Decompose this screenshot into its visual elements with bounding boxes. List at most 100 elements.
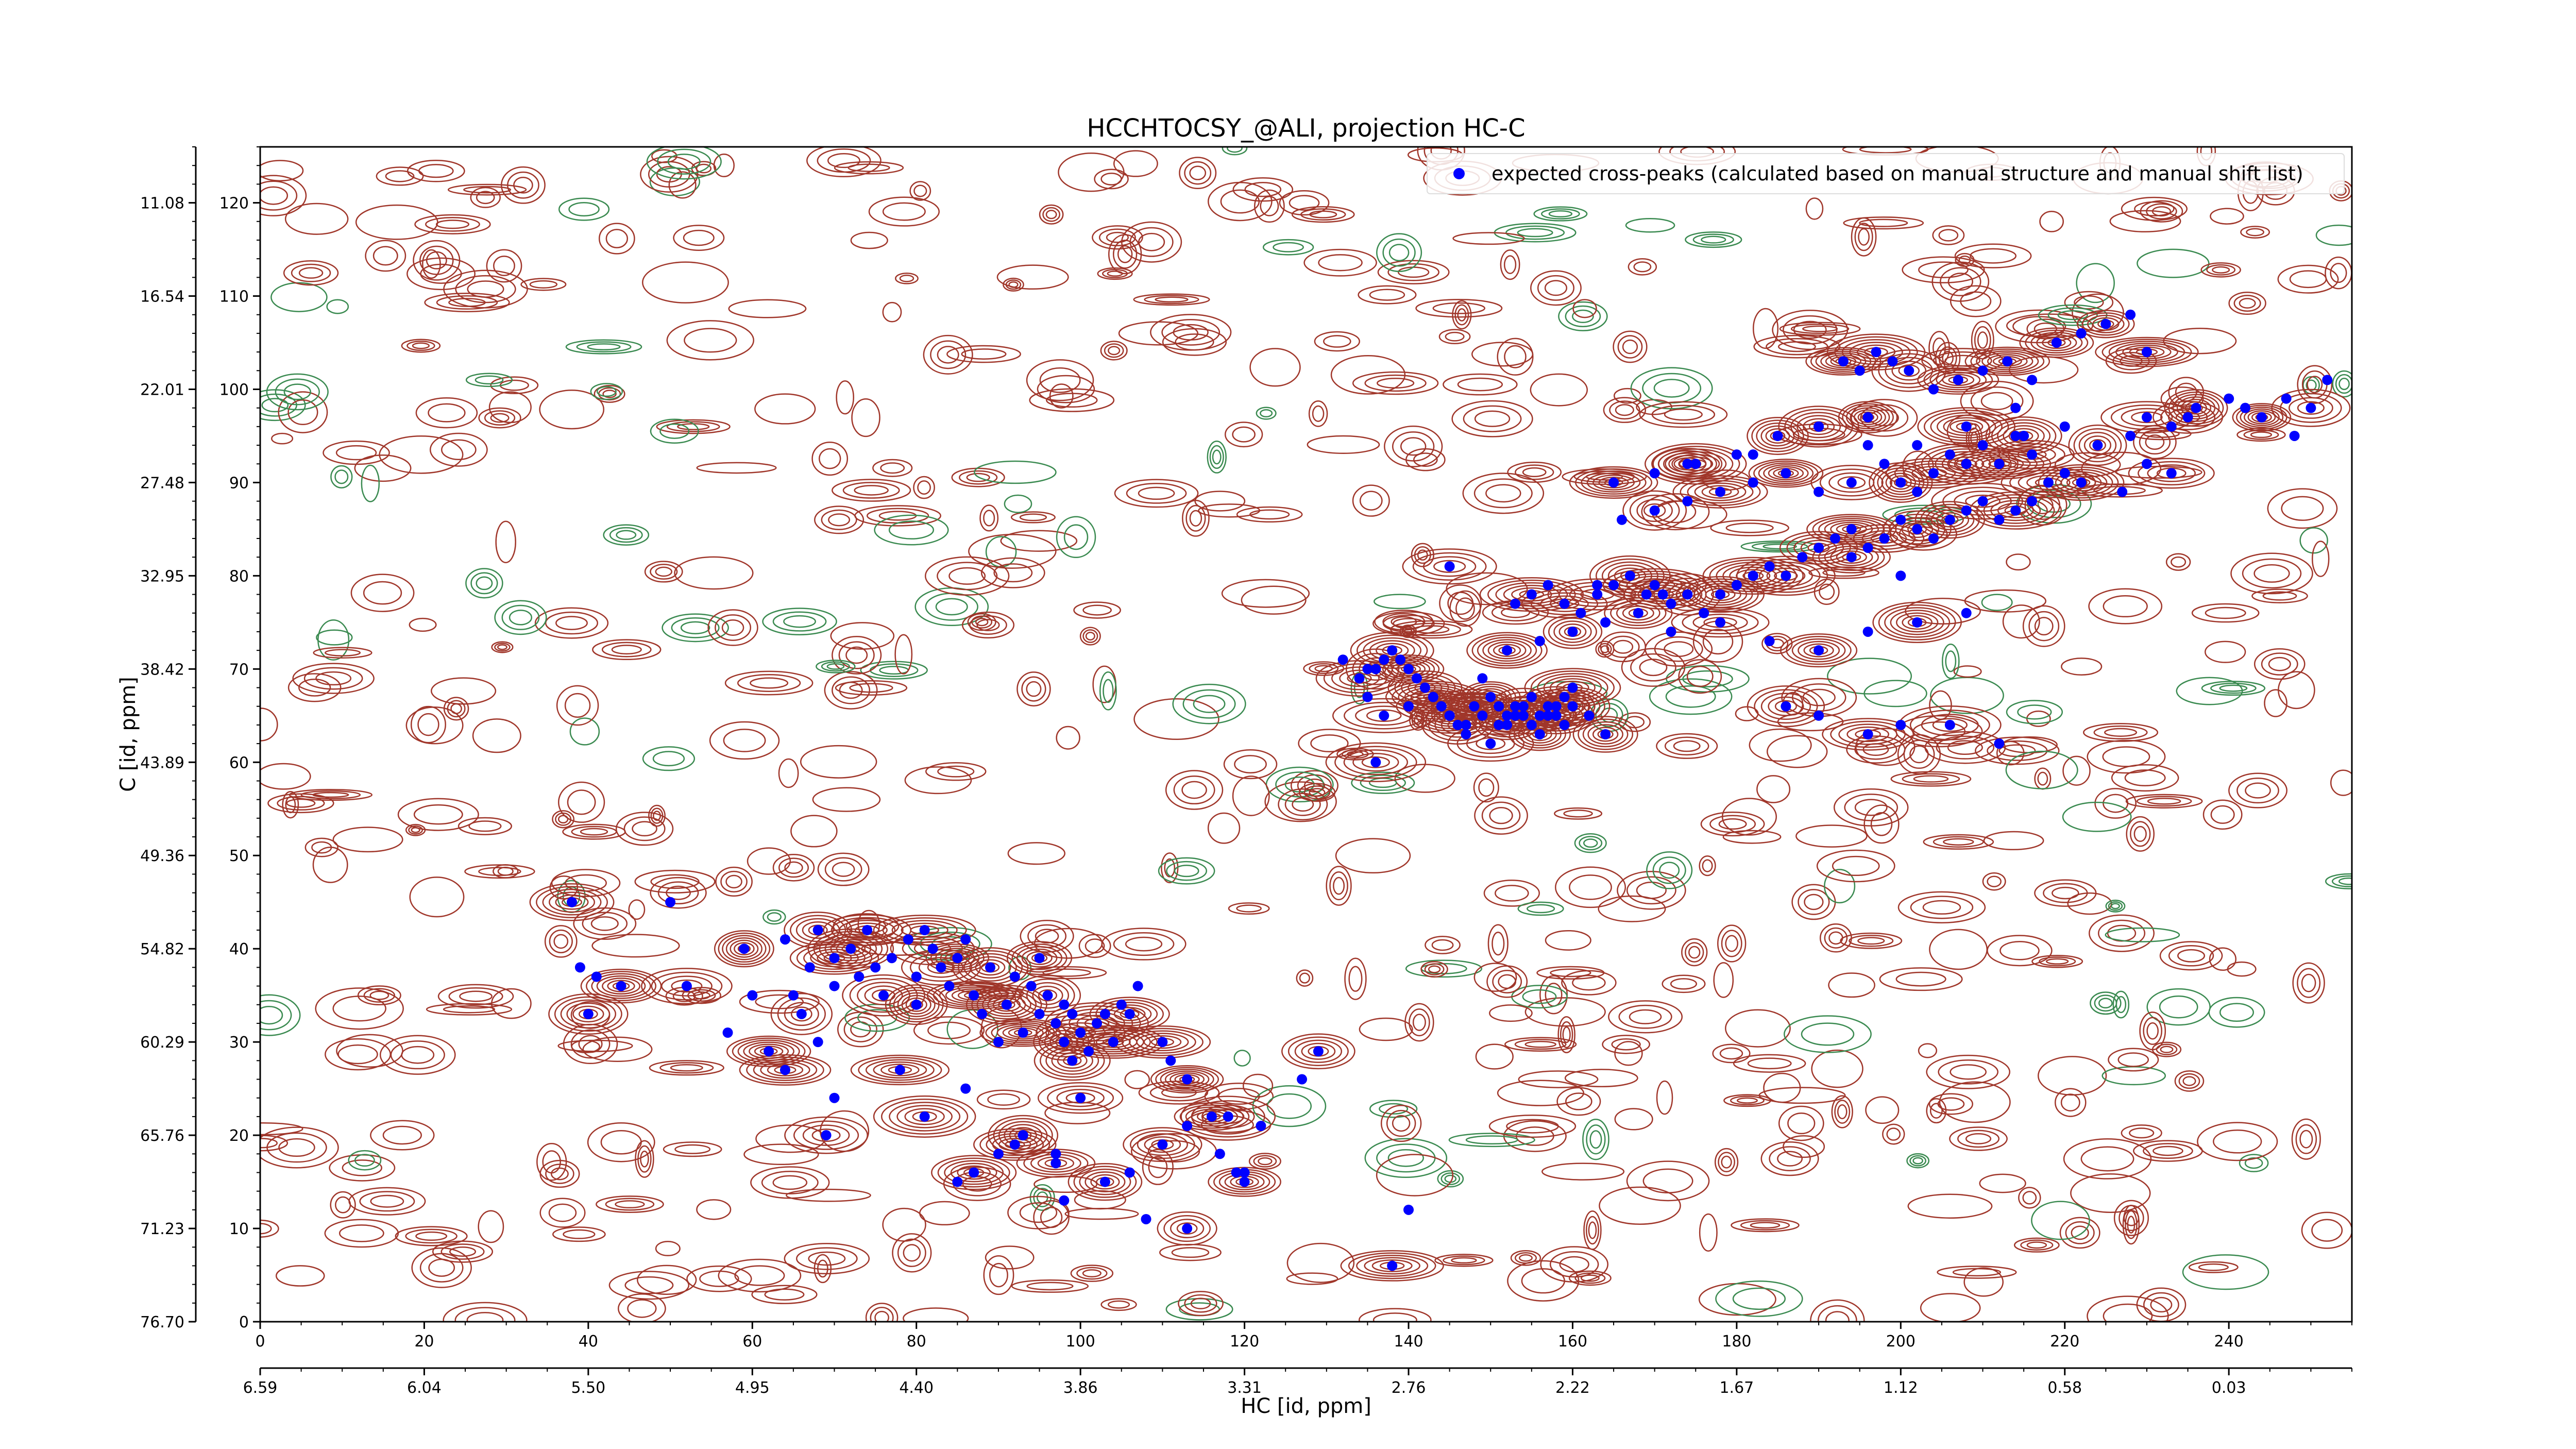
positive-contour: [278, 391, 328, 433]
positive-contour: [2093, 725, 2148, 739]
peak-contour: [2068, 424, 2127, 466]
positive-contour: [1171, 1247, 1210, 1258]
positive-contour: [500, 166, 546, 204]
peak-contour: [1810, 464, 1893, 500]
positive-contour: [325, 1038, 392, 1071]
positive-contour: [2125, 794, 2203, 808]
positive-contour: [1621, 648, 1686, 687]
positive-contour: [1359, 1308, 1432, 1322]
positive-contour: [443, 1302, 528, 1322]
peak-contour: [722, 935, 767, 963]
peak-contour: [1942, 374, 1975, 386]
peak-contour: [1056, 1089, 1105, 1107]
positive-contour: [1107, 1300, 1130, 1309]
positive-contour: [1678, 659, 1722, 694]
positive-contour: [1376, 1154, 1454, 1197]
positive-contour: [2297, 968, 2321, 998]
positive-contour: [913, 184, 927, 197]
positive-contour: [674, 556, 754, 590]
positive-contour: [2291, 1118, 2321, 1160]
positive-contour: [1161, 319, 1221, 346]
cross-peak-marker: [919, 1111, 930, 1122]
positive-contour: [1298, 783, 1336, 802]
peak-contour: [2008, 446, 2056, 463]
positive-contour: [413, 240, 461, 281]
cross-peak-marker: [1534, 729, 1545, 739]
positive-contour: [1798, 889, 1830, 915]
positive-contour: [1284, 793, 1321, 816]
peak-contour: [1361, 756, 1390, 768]
positive-contour: [1633, 261, 1652, 273]
peak-contour: [734, 942, 755, 956]
positive-contour: [1454, 304, 1469, 326]
positive-contour: [2311, 1219, 2343, 1242]
peak-contour: [2138, 461, 2206, 485]
positive-contour: [1475, 1043, 1514, 1070]
cross-peak-marker: [2289, 430, 2300, 441]
positive-contour: [644, 561, 683, 583]
positive-contour: [1473, 963, 1517, 992]
positive-contour: [637, 1265, 697, 1295]
x-ppm-tick-label: 1.67: [1719, 1379, 1754, 1397]
positive-contour: [354, 454, 412, 482]
negative-contour: [2210, 682, 2257, 694]
negative-contour: [334, 469, 349, 484]
positive-contour: [1554, 807, 1603, 820]
positive-contour: [428, 403, 466, 423]
peak-contour: [777, 997, 826, 1031]
positive-contour: [1101, 928, 1187, 961]
positive-contour: [1843, 216, 1924, 230]
positive-contour: [2121, 1124, 2162, 1142]
positive-contour: [2236, 778, 2279, 804]
positive-contour: [1161, 852, 1179, 884]
positive-contour: [2292, 962, 2325, 1004]
positive-contour: [1572, 299, 1597, 318]
negative-contour: [860, 661, 928, 680]
peak-contour: [1587, 724, 1623, 745]
peak-contour: [746, 1056, 824, 1084]
cross-peak-marker: [1059, 1195, 1070, 1206]
positive-contour: [549, 875, 579, 900]
positive-contour: [335, 445, 377, 461]
positive-contour: [1834, 1100, 1851, 1124]
cross-peak-marker: [1099, 1008, 1110, 1019]
peak-contour: [1366, 709, 1402, 722]
negative-contour: [2062, 801, 2132, 832]
peak-contour: [1964, 346, 2050, 376]
peak-contour: [897, 992, 936, 1017]
peak-contour: [1758, 564, 1813, 587]
positive-contour: [282, 790, 299, 819]
positive-contour: [1970, 248, 2017, 264]
positive-contour: [493, 864, 519, 879]
cross-peak-marker: [2027, 375, 2038, 385]
peak-contour: [1846, 726, 1889, 743]
cross-peak-marker: [1862, 543, 1873, 553]
positive-contour: [1975, 736, 2060, 765]
positive-contour: [1042, 968, 1091, 977]
negative-contour: [762, 608, 837, 635]
negative-contour: [2105, 899, 2126, 913]
positive-contour: [1108, 346, 1121, 356]
positive-contour: [1359, 491, 1383, 511]
positive-contour: [1473, 772, 1499, 803]
positive-contour: [350, 574, 415, 612]
positive-contour: [1787, 1112, 1816, 1135]
negative-contour: [650, 418, 699, 444]
positive-contour: [2080, 1146, 2134, 1172]
peak-contour: [925, 943, 990, 973]
positive-contour: [1854, 799, 1888, 816]
peak-contour: [1671, 453, 1720, 474]
cross-peak-marker: [1912, 486, 1923, 497]
negative-contour: [1056, 516, 1096, 559]
positive-contour: [832, 676, 871, 704]
peak-contour: [1909, 710, 1990, 740]
cross-peak-marker: [1977, 496, 1988, 507]
peak-contour: [905, 997, 927, 1012]
cross-peak-marker: [616, 981, 626, 991]
positive-contour: [913, 476, 935, 499]
positive-contour: [1223, 749, 1278, 780]
positive-contour: [1980, 392, 2013, 410]
positive-contour: [298, 679, 331, 697]
positive-contour: [1117, 245, 1133, 263]
positive-contour: [260, 160, 304, 182]
